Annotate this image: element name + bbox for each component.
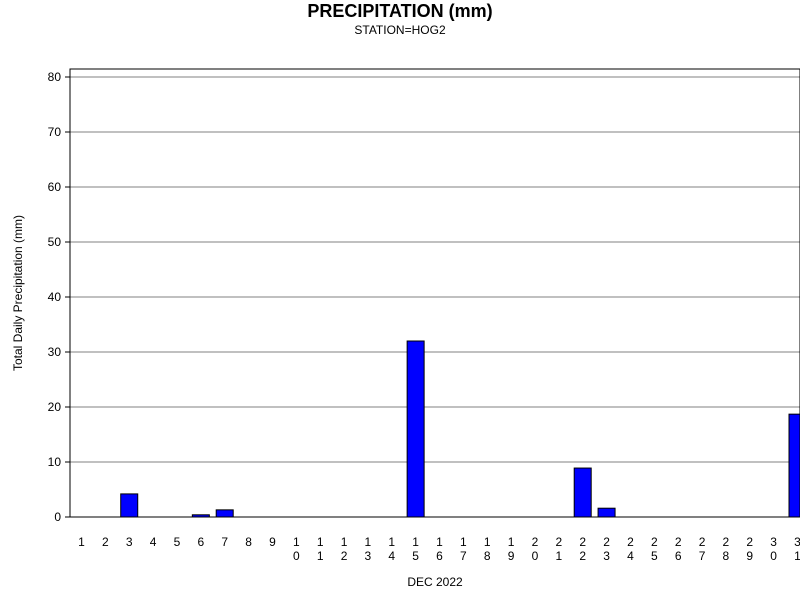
x-tick-label: 7 [460,549,467,563]
y-tick-label: 30 [48,345,62,359]
x-tick-label: 8 [245,535,252,549]
x-tick-label: 5 [412,549,419,563]
x-tick-label: 1 [794,549,800,563]
x-axis: 1 2 3 4 5 6 7 8 9 1011121314151617181920212223242… [78,535,800,563]
x-tick-label: 2 [651,535,658,549]
x-tick-label: 1 [78,535,85,549]
x-tick-label: 0 [770,549,777,563]
x-tick-label: 1 [341,535,348,549]
x-tick-label: 1 [436,535,443,549]
x-tick-label: 1 [508,535,515,549]
x-tick-label: 2 [579,535,586,549]
bar-day-23 [597,507,616,518]
x-tick-label: 8 [723,549,730,563]
x-tick-label: 4 [388,549,395,563]
chart-subtitle: STATION=HOG2 [354,23,446,37]
x-tick-label: 1 [388,535,395,549]
x-tick-label: 5 [651,549,658,563]
bar-day-15 [406,340,425,518]
y-axis-label: Total Daily Precipitation (mm) [11,215,25,371]
x-tick-label: 6 [675,549,682,563]
x-tick-label: 3 [603,549,610,563]
y-tick-label: 20 [48,400,62,414]
x-tick-label: 2 [699,535,706,549]
plot-frame [69,68,800,518]
x-tick-label: 4 [627,549,634,563]
x-tick-label: 5 [174,535,181,549]
x-tick-label: 2 [555,535,562,549]
x-tick-label: 7 [221,535,228,549]
x-tick-label: 2 [627,535,634,549]
x-tick-label: 1 [317,549,324,563]
chart-title: PRECIPITATION (mm) [307,1,493,21]
x-tick-label: 3 [794,535,800,549]
x-tick-label: 4 [150,535,157,549]
x-tick-label: 1 [293,535,300,549]
x-tick-label: 2 [603,535,610,549]
y-tick-label: 10 [48,455,62,469]
x-tick-label: 2 [675,535,682,549]
y-tick-label: 50 [48,235,62,249]
y-axis: 0 10 20 30 40 50 60 70 80 [48,70,70,524]
x-tick-label: 3 [126,535,133,549]
x-tick-label: 9 [269,535,276,549]
bar-day-31 [788,413,800,518]
x-tick-label: 1 [317,535,324,549]
y-tick-label: 40 [48,290,62,304]
bar-day-22 [573,467,592,518]
bar-day-3 [120,493,139,518]
x-tick-label: 1 [555,549,562,563]
x-axis-label: DEC 2022 [407,575,463,589]
bars [120,340,800,518]
x-tick-label: 0 [293,549,300,563]
x-tick-label: 3 [365,549,372,563]
x-tick-label: 7 [699,549,706,563]
y-tick-label: 80 [48,70,62,84]
x-tick-label: 2 [746,535,753,549]
x-tick-label: 2 [341,549,348,563]
x-tick-label: 2 [532,535,539,549]
x-tick-label: 6 [197,535,204,549]
x-tick-label: 2 [723,535,730,549]
y-tick-label: 60 [48,180,62,194]
x-tick-label: 9 [746,549,753,563]
x-tick-label: 2 [579,549,586,563]
y-tick-label: 0 [54,510,61,524]
x-tick-label: 8 [484,549,491,563]
x-tick-label: 1 [412,535,419,549]
x-tick-label: 9 [508,549,515,563]
x-tick-label: 3 [770,535,777,549]
bar-day-7 [215,509,234,518]
x-tick-label: 1 [460,535,467,549]
gridlines [70,76,800,463]
x-tick-label: 1 [365,535,372,549]
x-tick-label: 1 [484,535,491,549]
x-tick-label: 6 [436,549,443,563]
x-tick-label: 2 [102,535,109,549]
y-tick-label: 70 [48,125,62,139]
x-tick-label: 0 [532,549,539,563]
